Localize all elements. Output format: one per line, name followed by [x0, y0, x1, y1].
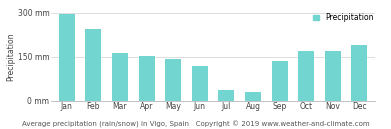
Bar — [219, 90, 234, 101]
Bar — [112, 53, 128, 101]
Bar — [139, 56, 154, 101]
Bar — [298, 51, 314, 101]
Text: Average precipitation (rain/snow) in Vigo, Spain   Copyright © 2019 www.weather-: Average precipitation (rain/snow) in Vig… — [22, 120, 369, 128]
Y-axis label: Precipitation: Precipitation — [6, 33, 15, 81]
Bar — [245, 92, 261, 101]
Bar — [85, 29, 101, 101]
Legend: Precipitation: Precipitation — [312, 12, 375, 23]
Bar — [272, 61, 287, 101]
Bar — [352, 45, 368, 101]
Bar — [192, 66, 208, 101]
Bar — [325, 51, 341, 101]
Bar — [59, 14, 75, 101]
Bar — [165, 59, 181, 101]
